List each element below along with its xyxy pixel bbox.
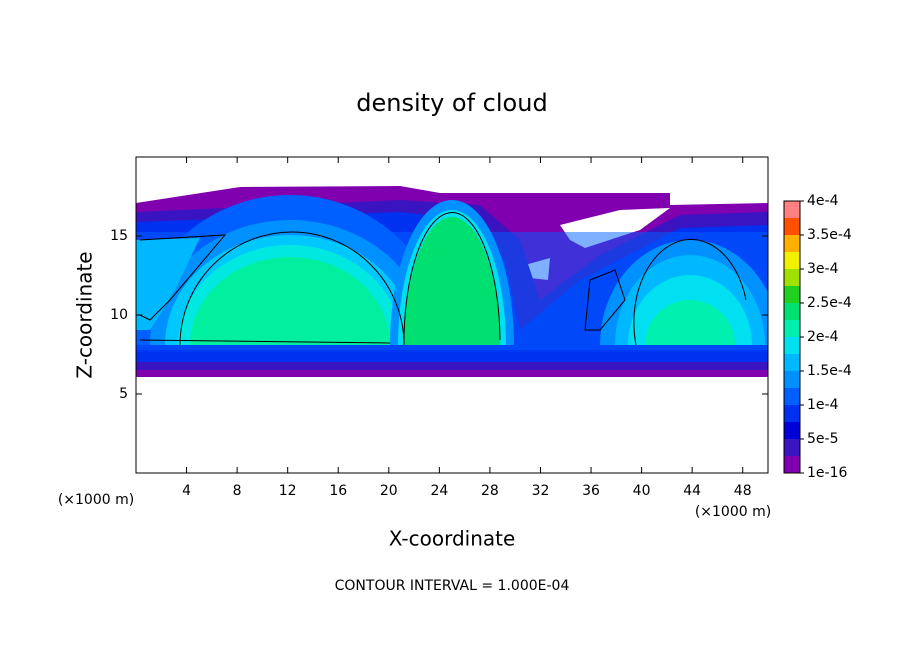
y-axis-label: Z-coordinate: [73, 251, 97, 378]
colorbar-band: [784, 337, 800, 354]
colorbar-band: [784, 201, 800, 218]
colorbar-band: [784, 218, 800, 235]
colorbar-band: [784, 405, 800, 422]
x-unit: (×1000 m): [695, 504, 771, 520]
x-unit: (×1000 m): [58, 492, 134, 508]
field: [136, 186, 768, 473]
colorbar-band: [784, 286, 800, 303]
y-tick-label: 5: [119, 386, 128, 402]
colorbar-band: [784, 456, 800, 473]
colorbar-band: [784, 371, 800, 388]
x-tick-label: 44: [683, 483, 701, 499]
colorbar-tick-label: 3e-4: [807, 261, 839, 277]
colorbar-band: [784, 354, 800, 371]
colorbar-tick-label: 5e-5: [807, 431, 838, 447]
x-tick-label: 28: [481, 483, 499, 499]
x-tick-label: 48: [734, 483, 752, 499]
x-tick-label: 8: [233, 483, 242, 499]
colorbar-tick-label: 1e-16: [807, 465, 847, 481]
colorbar-band: [784, 439, 800, 456]
colorbar-tick-label: 3.5e-4: [807, 227, 852, 243]
x-tick-label: 20: [380, 483, 398, 499]
colorbar-tick-label: 2e-4: [807, 329, 839, 345]
chart-title: density of cloud: [356, 89, 547, 117]
colorbar-band: [784, 252, 800, 269]
colorbar-tick-label: 4e-4: [807, 193, 839, 209]
colorbar-tick-label: 1e-4: [807, 397, 839, 413]
x-tick-label: 32: [532, 483, 550, 499]
colorbar-band: [784, 422, 800, 439]
x-tick-label: 12: [279, 483, 297, 499]
colorbar-band: [784, 303, 800, 320]
y-tick-label: 10: [110, 307, 128, 323]
x-tick-label: 16: [329, 483, 347, 499]
colorbar-band: [784, 320, 800, 337]
x-tick-label: 36: [582, 483, 600, 499]
x-tick-label: 4: [182, 483, 191, 499]
footer: CONTOUR INTERVAL = 1.000E-04: [335, 578, 570, 594]
colorbar-tick-label: 1.5e-4: [807, 363, 852, 379]
colorbar-band: [784, 269, 800, 286]
colorbar-band: [784, 235, 800, 252]
colorbar-band: [784, 388, 800, 405]
x-axis-label: X-coordinate: [389, 527, 516, 551]
colorbar-tick-label: 2.5e-4: [807, 295, 852, 311]
x-tick-label: 24: [430, 483, 448, 499]
x-tick-label: 40: [633, 483, 651, 499]
y-tick-label: 15: [110, 228, 128, 244]
